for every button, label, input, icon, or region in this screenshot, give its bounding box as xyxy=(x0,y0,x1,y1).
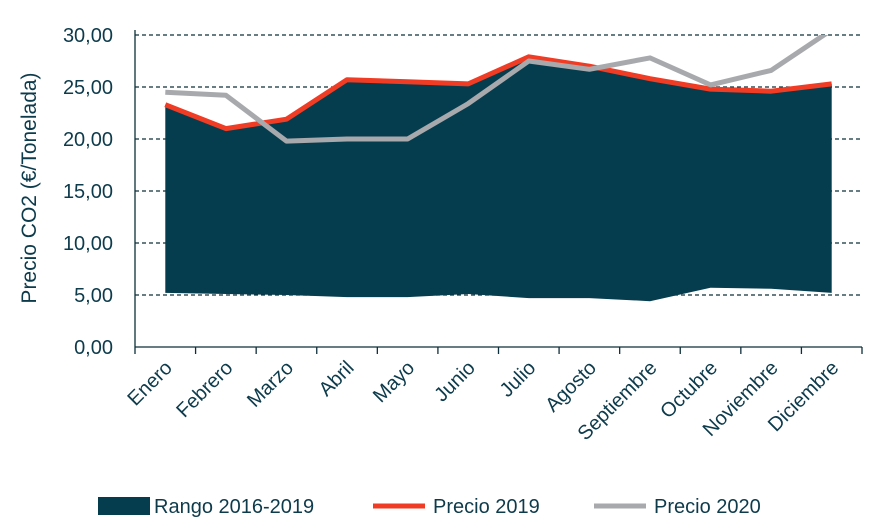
y-axis-title: Precio CO2 (€/Tonelada) xyxy=(18,72,41,303)
axes xyxy=(134,30,863,354)
range-band-layer xyxy=(165,56,832,302)
legend-label-rango: Rango 2016-2019 xyxy=(154,496,314,518)
y-tick-label: 10,00 xyxy=(63,233,113,255)
y-tick-label: 5,00 xyxy=(74,285,113,307)
y-tick-labels: 0,00 5,00 10,00 15,00 20,00 25,00 30,00 xyxy=(63,25,113,359)
x-tick-label: Abril xyxy=(315,357,359,401)
x-tick-label: Junio xyxy=(430,357,479,406)
x-tick-label: Agosto xyxy=(541,357,601,417)
series-line-precio-2019 xyxy=(164,54,832,132)
y-tick-label: 30,00 xyxy=(63,25,113,47)
y-tick-label: 0,00 xyxy=(74,337,113,359)
y-tick-label: 15,00 xyxy=(63,181,113,203)
legend-swatch-rango xyxy=(98,497,150,515)
x-tick-label: Julio xyxy=(496,357,541,402)
y-tick-label: 25,00 xyxy=(63,77,113,99)
x-tick-label: Febrero xyxy=(172,357,237,422)
y-tick-label: 20,00 xyxy=(63,129,113,151)
range-band-area xyxy=(165,56,832,302)
legend-label-series: Precio 2020 xyxy=(654,496,761,518)
series-line-precio-2020 xyxy=(165,35,829,144)
x-tick-label: Marzo xyxy=(243,357,298,412)
series-lines-layer xyxy=(164,35,832,144)
legend-label-series: Precio 2019 xyxy=(433,496,540,518)
x-tick-label: Mayo xyxy=(369,357,419,407)
x-tick-label: Enero xyxy=(124,357,177,410)
legend: Rango 2016-2019 Precio 2019 Precio 2020 xyxy=(98,496,761,518)
